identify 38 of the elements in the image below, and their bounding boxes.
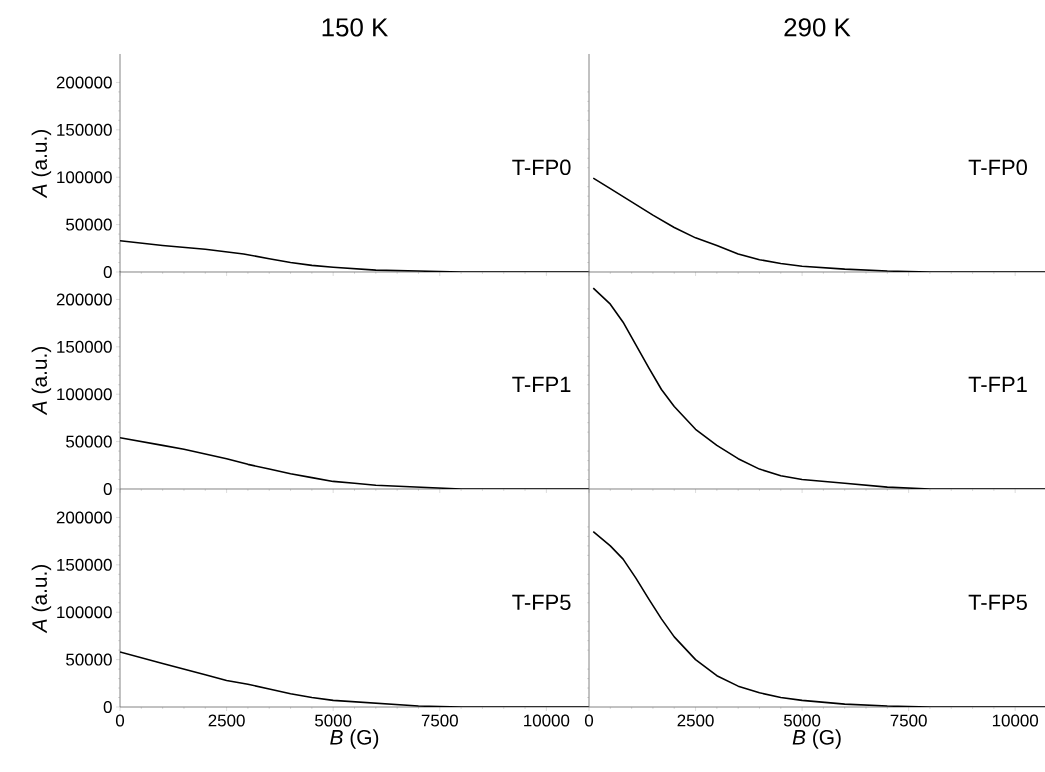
y-tick-label: 0	[103, 701, 112, 713]
annotation: T-FP5	[512, 594, 571, 611]
x-tick-label: 10000	[992, 714, 1039, 727]
y-axis-title: A (a.u.)	[31, 129, 52, 199]
y-axis-title: A (a.u.)	[31, 565, 52, 634]
y-axis-title: A (a.u.)	[31, 346, 52, 416]
annotation: T-FP0	[968, 159, 1027, 176]
annotation: T-FP5	[968, 594, 1027, 611]
chart-title: 290 K	[784, 18, 851, 37]
y-tick-label: 200000	[56, 511, 112, 524]
x-tick-label: 2500	[208, 714, 245, 727]
x-tick-label: 5000	[315, 714, 352, 727]
y-tick-label: 50000	[66, 218, 112, 231]
y-tick-label: 150000	[57, 340, 112, 353]
y-tick-label: 0	[103, 266, 112, 278]
chart-title: 150 K	[322, 18, 389, 37]
x-tick-label: 5000	[783, 714, 821, 727]
x-axis-title: B (G)	[330, 729, 379, 749]
y-tick-label: 150000	[57, 558, 112, 571]
y-tick-label: 100000	[57, 606, 112, 619]
x-tick-label: 7500	[421, 714, 458, 727]
y-tick-label: 150000	[57, 123, 112, 136]
y-tick-label: 200000	[56, 76, 112, 89]
x-tick-label: 10000	[524, 714, 570, 727]
y-tick-label: 200000	[56, 293, 112, 306]
y-tick-label: 0	[103, 483, 112, 495]
annotation: T-FP1	[512, 376, 571, 392]
y-tick-label: 100000	[57, 171, 112, 184]
x-axis-title: B (G)	[792, 729, 841, 749]
x-tick-label: 0	[115, 714, 125, 727]
y-tick-label: 100000	[57, 388, 112, 401]
x-tick-label: 2500	[677, 714, 714, 727]
x-tick-label: 0	[584, 714, 594, 727]
y-tick-label: 50000	[66, 435, 112, 448]
x-tick-label: 7500	[890, 714, 927, 727]
annotation: T-FP1	[968, 376, 1027, 392]
annotation: T-FP0	[512, 159, 571, 176]
y-tick-label: 50000	[66, 653, 112, 666]
